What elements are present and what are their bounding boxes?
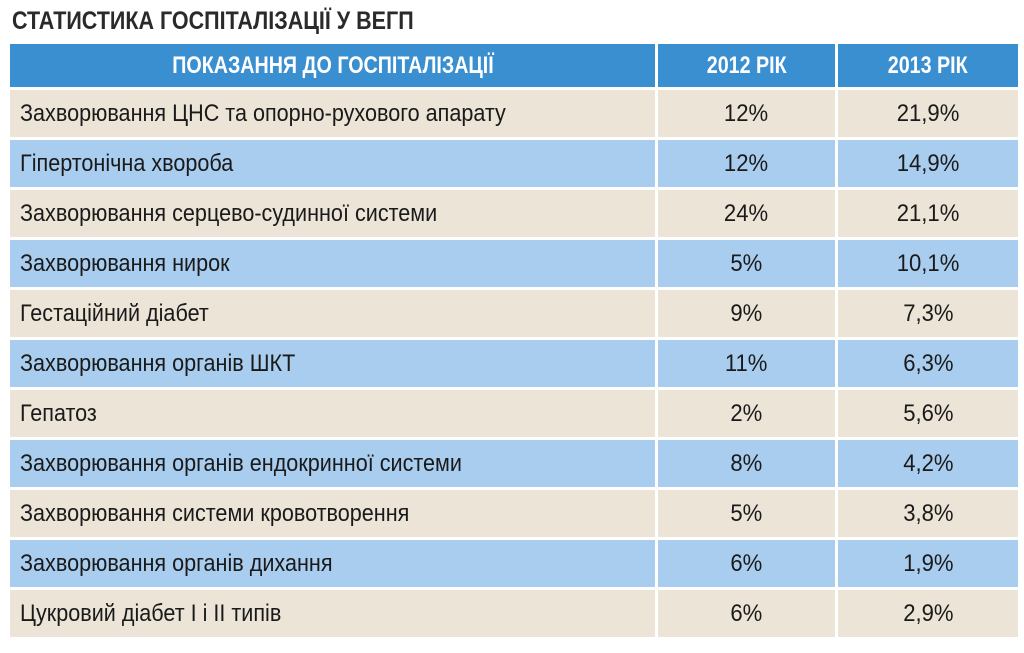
row-label: Захворювання нирок — [20, 249, 230, 277]
table-cell-value-2013: 6,3% — [838, 340, 1018, 390]
column-header-2013: 2013 РІК — [838, 44, 1018, 90]
table-cell-value-2012: 5% — [658, 490, 838, 540]
row-label: Гепатоз — [20, 399, 97, 427]
table-cell-value-2012: 9% — [658, 290, 838, 340]
table-cell-row-label: Цукровий діабет І і ІІ типів — [10, 590, 658, 640]
value-2012: 6% — [730, 599, 763, 627]
value-2013: 21,9% — [896, 99, 960, 127]
hospitalization-table: ПОКАЗАННЯ ДО ГОСПІТАЛІЗАЦІЇ 2012 РІК 201… — [10, 44, 1018, 647]
table-cell-row-label: Захворювання органів ШКТ — [10, 340, 658, 390]
column-header-2012: 2012 РІК — [658, 44, 838, 90]
value-2012: 6% — [730, 549, 763, 577]
table-cell-row-label: Захворювання системи кровотворення — [10, 490, 658, 540]
row-label: Цукровий діабет І і ІІ типів — [20, 599, 282, 627]
value-2013: 2,9% — [902, 599, 954, 627]
column-header-2012-text: 2012 РІК — [706, 51, 787, 79]
table-cell-row-label: Захворювання серцево-судинної системи — [10, 190, 658, 240]
value-2012: 9% — [730, 299, 763, 327]
value-2013: 7,3% — [902, 299, 954, 327]
column-header-2013-text: 2013 РІК — [888, 51, 968, 79]
table-cell-value-2013: 3,8% — [838, 490, 1018, 540]
row-label: Гіпертонічна хвороба — [20, 149, 234, 177]
column-header-indication: ПОКАЗАННЯ ДО ГОСПІТАЛІЗАЦІЇ — [10, 44, 658, 90]
row-label: Захворювання органів ендокринної системи — [20, 449, 462, 477]
table-cell-value-2013: 21,9% — [838, 90, 1018, 140]
table-cell-value-2013: 2,9% — [838, 590, 1018, 640]
table-cell-row-label: Гестаційний діабет — [10, 290, 658, 340]
table-cell-value-2012: 11% — [658, 340, 838, 390]
row-label: Захворювання системи кровотворення — [20, 499, 410, 527]
chart-title: СТАТИСТИКА ГОСПІТАЛІЗАЦІЇ У ВЕГП — [12, 7, 414, 35]
table-cell-value-2012: 24% — [658, 190, 838, 240]
table-cell-row-label: Захворювання нирок — [10, 240, 658, 290]
table-cell-value-2013: 4,2% — [838, 440, 1018, 490]
row-label: Захворювання органів дихання — [20, 549, 333, 577]
table-cell-value-2013: 10,1% — [838, 240, 1018, 290]
table-cell-value-2012: 6% — [658, 540, 838, 590]
table-cell-row-label: Гіпертонічна хвороба — [10, 140, 658, 190]
table-cell-value-2012: 2% — [658, 390, 838, 440]
value-2012: 11% — [725, 349, 768, 377]
table-cell-value-2013: 1,9% — [838, 540, 1018, 590]
table-cell-value-2013: 5,6% — [838, 390, 1018, 440]
value-2013: 10,1% — [896, 249, 960, 277]
table-cell-row-label: Захворювання органів ендокринної системи — [10, 440, 658, 490]
row-label: Гестаційний діабет — [20, 299, 209, 327]
value-2013: 1,9% — [902, 549, 954, 577]
table-cell-value-2012: 12% — [658, 90, 838, 140]
value-2012: 8% — [730, 449, 763, 477]
value-2012: 5% — [730, 249, 763, 277]
row-label: Захворювання органів ШКТ — [20, 349, 296, 377]
value-2012: 5% — [730, 499, 763, 527]
table-cell-value-2012: 5% — [658, 240, 838, 290]
table-cell-value-2012: 12% — [658, 140, 838, 190]
table-cell-value-2013: 7,3% — [838, 290, 1018, 340]
value-2012: 12% — [724, 99, 769, 127]
value-2012: 12% — [724, 149, 769, 177]
table-cell-value-2013: 21,1% — [838, 190, 1018, 240]
table-cell-value-2012: 6% — [658, 590, 838, 640]
table-cell-row-label: Гепатоз — [10, 390, 658, 440]
column-header-indication-text: ПОКАЗАННЯ ДО ГОСПІТАЛІЗАЦІЇ — [171, 51, 494, 79]
value-2013: 3,8% — [902, 499, 954, 527]
row-label: Захворювання серцево-судинної системи — [20, 199, 438, 227]
table-cell-value-2013: 14,9% — [838, 140, 1018, 190]
table-cell-value-2012: 8% — [658, 440, 838, 490]
row-label: Захворювання ЦНС та опорно-рухового апар… — [20, 99, 506, 127]
value-2013: 6,3% — [902, 349, 954, 377]
value-2012: 2% — [730, 399, 763, 427]
table-cell-row-label: Захворювання органів дихання — [10, 540, 658, 590]
value-2013: 5,6% — [902, 399, 954, 427]
table-cell-row-label: Захворювання ЦНС та опорно-рухового апар… — [10, 90, 658, 140]
value-2013: 14,9% — [896, 149, 960, 177]
value-2013: 21,1% — [896, 199, 960, 227]
value-2013: 4,2% — [902, 449, 954, 477]
value-2012: 24% — [724, 199, 769, 227]
